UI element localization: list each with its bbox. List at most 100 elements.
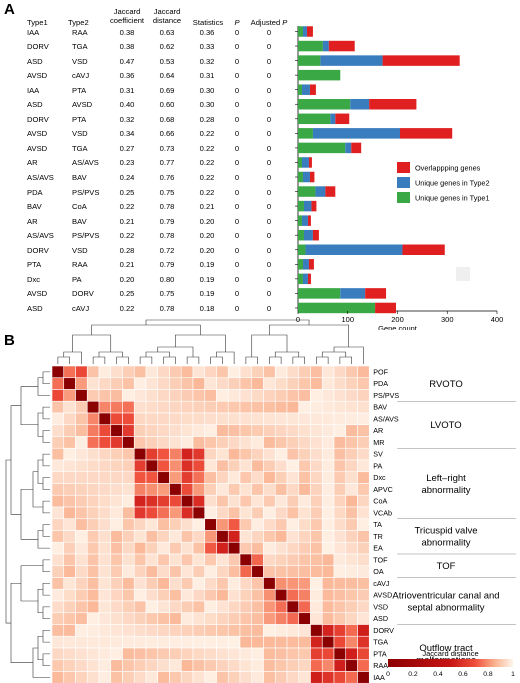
heatmap-cell xyxy=(122,518,135,531)
colorbar-tick-label: 0.8 xyxy=(483,671,493,678)
table-cell-ap: 0 xyxy=(266,56,272,66)
heatmap-cell xyxy=(133,671,147,683)
heatmap-row-label: SV xyxy=(373,450,383,459)
heatmap-cell xyxy=(251,459,264,473)
bar-segment xyxy=(309,171,315,183)
heatmap-cell xyxy=(157,624,170,637)
heatmap-cell xyxy=(204,389,217,402)
heatmap-cell xyxy=(86,459,100,473)
bar-segment xyxy=(351,142,362,154)
heatmap-cell xyxy=(192,659,206,672)
heatmap-cell xyxy=(157,541,170,555)
table-cell-jc: 0.24 xyxy=(119,173,135,182)
heatmap-cell xyxy=(227,483,241,496)
heatmap-cell xyxy=(192,436,206,449)
heatmap-cell xyxy=(298,624,311,637)
heatmap-cell xyxy=(286,365,300,379)
heatmap-cell xyxy=(274,506,288,520)
heatmap-cell xyxy=(286,459,300,473)
heatmap-cell xyxy=(145,553,159,567)
legend-placeholder-box xyxy=(456,267,470,281)
dendrogram-branch xyxy=(145,351,170,357)
table-cell-jd: 0.79 xyxy=(159,216,175,226)
heatmap-cell xyxy=(227,506,241,520)
heatmap-cell xyxy=(321,400,335,414)
heatmap-cell xyxy=(251,412,264,426)
heatmap-cell xyxy=(357,447,370,461)
heatmap-cell xyxy=(227,588,241,602)
heatmap-cell xyxy=(216,494,229,508)
heatmap-cell xyxy=(310,565,323,578)
heatmap-cell xyxy=(216,671,229,683)
heatmap-cell xyxy=(86,600,100,614)
heatmap-row-label: VSD xyxy=(373,602,388,611)
table-cell-p: 0 xyxy=(234,100,240,110)
panel-label-a: A xyxy=(4,1,15,18)
heatmap-cell xyxy=(310,365,323,379)
heatmap-cell xyxy=(145,447,159,461)
heatmap-cell xyxy=(227,565,241,578)
heatmap-cell xyxy=(145,530,159,543)
table-cell-t1: AR xyxy=(27,158,38,168)
heatmap-group-label: Left–right xyxy=(426,473,466,484)
dendrogram-branch xyxy=(42,477,50,490)
heatmap-cell xyxy=(216,624,229,637)
heatmap-cell xyxy=(333,624,347,637)
heatmap-cell xyxy=(122,659,135,672)
heatmap-cell xyxy=(357,671,370,683)
table-cell-t2: CoA xyxy=(72,202,87,212)
heatmap-cell xyxy=(63,659,76,672)
heatmap-cell xyxy=(298,494,311,508)
heatmap-cell xyxy=(180,530,194,543)
heatmap-cell xyxy=(357,494,370,508)
table-cell-t1: AS/AVS xyxy=(27,173,54,182)
heatmap-cell xyxy=(333,412,347,426)
heatmap-cell xyxy=(333,518,347,531)
heatmap-cell xyxy=(204,377,217,390)
heatmap-cell xyxy=(180,494,194,508)
table-cell-ap: 0 xyxy=(266,143,272,153)
colorbar-scale xyxy=(388,659,513,667)
heatmap-cell xyxy=(110,471,123,484)
heatmap-cell xyxy=(321,600,335,614)
heatmap-cell xyxy=(357,389,370,402)
heatmap-cell xyxy=(263,424,276,437)
heatmap-cell xyxy=(274,624,288,637)
heatmap-cell xyxy=(145,541,159,555)
heatmap-cell xyxy=(345,624,358,637)
heatmap-cell xyxy=(357,530,370,543)
heatmap-cell xyxy=(263,447,276,461)
heatmap-cell xyxy=(204,600,217,614)
bar-segment xyxy=(322,40,329,52)
heatmap-cell xyxy=(345,471,358,484)
bar-segment xyxy=(335,113,350,125)
heatmap-cell xyxy=(274,447,288,461)
table-cell-p: 0 xyxy=(234,129,240,139)
heatmap-row-label: PTA xyxy=(373,649,387,658)
heatmap-cell xyxy=(86,436,100,449)
heatmap-cell xyxy=(75,624,88,637)
heatmap-cell xyxy=(63,424,76,437)
heatmap-group-label: septal abnormality xyxy=(407,602,484,613)
heatmap-cell xyxy=(157,506,170,520)
heatmap-cell xyxy=(216,412,229,426)
heatmap-cell xyxy=(310,541,323,555)
heatmap-cell xyxy=(216,436,229,449)
table-cell-jd: 0.75 xyxy=(159,187,175,197)
table-cell-t2: PS/PVS xyxy=(72,231,100,241)
dendrogram-branch xyxy=(5,459,11,624)
heatmap-cell xyxy=(345,588,358,602)
heatmap-cell xyxy=(122,483,135,496)
table-cell-st: 0.22 xyxy=(199,143,215,153)
bar-segment xyxy=(298,40,323,52)
heatmap-cell xyxy=(51,365,65,379)
heatmap-cell xyxy=(110,647,123,661)
heatmap-cell xyxy=(133,577,147,590)
heatmap-cell xyxy=(63,471,76,484)
heatmap-cell xyxy=(110,624,123,637)
heatmap-cell xyxy=(251,624,264,637)
heatmap-cell xyxy=(145,577,159,590)
table-cell-t2: TGA xyxy=(72,42,88,52)
heatmap-cell xyxy=(192,506,206,520)
heatmap-cell xyxy=(157,389,170,402)
